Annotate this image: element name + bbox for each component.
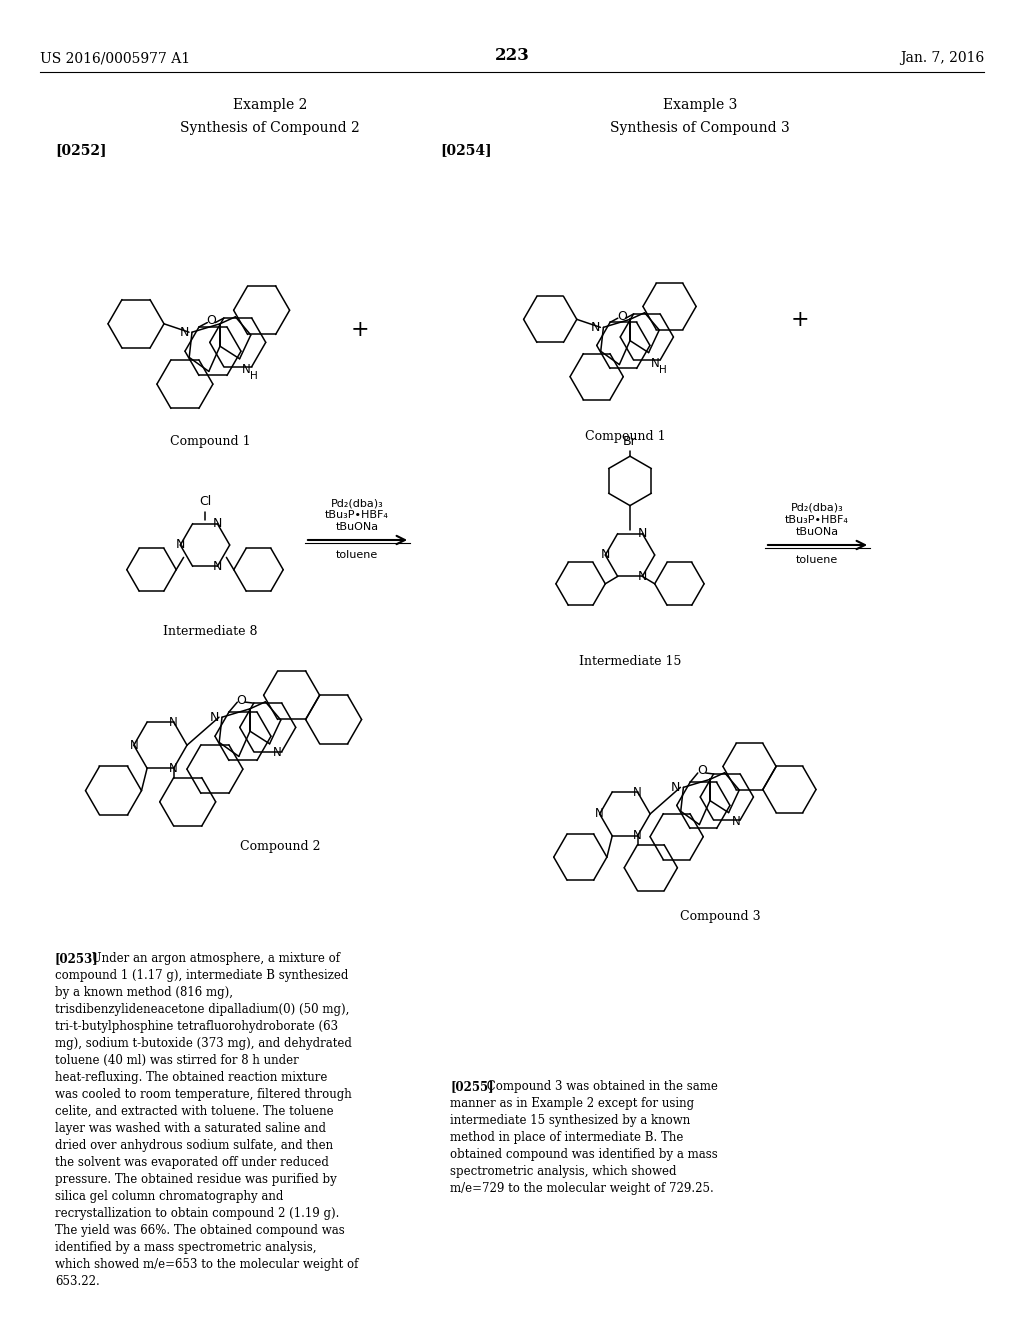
Text: Br: Br (624, 436, 637, 449)
Text: N: N (638, 570, 647, 583)
Text: which showed m/e=653 to the molecular weight of: which showed m/e=653 to the molecular we… (55, 1258, 358, 1271)
Text: N: N (595, 808, 604, 821)
Text: H: H (658, 364, 667, 375)
Text: O: O (237, 693, 247, 706)
Text: compound 1 (1.17 g), intermediate B synthesized: compound 1 (1.17 g), intermediate B synt… (55, 969, 348, 982)
Text: Compound 3: Compound 3 (680, 909, 760, 923)
Text: Compound 2: Compound 2 (240, 840, 321, 853)
Text: N: N (671, 781, 680, 793)
Text: Example 2: Example 2 (232, 98, 307, 112)
Text: Compound 1: Compound 1 (170, 436, 250, 447)
Text: was cooled to room temperature, filtered through: was cooled to room temperature, filtered… (55, 1088, 352, 1101)
Text: Intermediate 15: Intermediate 15 (579, 655, 681, 668)
Text: trisdibenzylideneacetone dipalladium(0) (50 mg),: trisdibenzylideneacetone dipalladium(0) … (55, 1003, 349, 1016)
Text: celite, and extracted with toluene. The toluene: celite, and extracted with toluene. The … (55, 1105, 334, 1118)
Text: [0253]: [0253] (55, 952, 98, 965)
Text: Synthesis of Compound 2: Synthesis of Compound 2 (180, 121, 359, 135)
Text: [0254]: [0254] (440, 143, 492, 157)
Text: [0255]: [0255] (450, 1080, 494, 1093)
Text: US 2016/0005977 A1: US 2016/0005977 A1 (40, 51, 190, 65)
Text: recrystallization to obtain compound 2 (1.19 g).: recrystallization to obtain compound 2 (… (55, 1206, 339, 1220)
Text: layer was washed with a saturated saline and: layer was washed with a saturated saline… (55, 1122, 326, 1135)
Text: heat-refluxing. The obtained reaction mixture: heat-refluxing. The obtained reaction mi… (55, 1071, 328, 1084)
Text: N: N (242, 363, 250, 376)
Text: N: N (175, 539, 185, 552)
Text: Synthesis of Compound 3: Synthesis of Compound 3 (610, 121, 790, 135)
Text: silica gel column chromatography and: silica gel column chromatography and (55, 1191, 284, 1203)
Text: N: N (272, 746, 282, 759)
Text: pressure. The obtained residue was purified by: pressure. The obtained residue was purif… (55, 1173, 337, 1185)
Text: N: N (213, 517, 222, 531)
Text: the solvent was evaporated off under reduced: the solvent was evaporated off under red… (55, 1156, 329, 1170)
Text: manner as in Example 2 except for using: manner as in Example 2 except for using (450, 1097, 694, 1110)
Text: tBu₃P•HBF₄: tBu₃P•HBF₄ (325, 510, 389, 520)
Text: Intermediate 8: Intermediate 8 (163, 624, 257, 638)
Text: +: + (791, 309, 809, 331)
Text: dried over anhydrous sodium sulfate, and then: dried over anhydrous sodium sulfate, and… (55, 1139, 333, 1152)
Text: N: N (633, 829, 642, 842)
Text: N: N (169, 715, 178, 729)
Text: identified by a mass spectrometric analysis,: identified by a mass spectrometric analy… (55, 1241, 316, 1254)
Text: The yield was 66%. The obtained compound was: The yield was 66%. The obtained compound… (55, 1224, 345, 1237)
Text: toluene: toluene (796, 554, 838, 565)
Text: N: N (129, 739, 138, 751)
Text: 223: 223 (495, 46, 529, 63)
Text: Compound 3 was obtained in the same: Compound 3 was obtained in the same (483, 1080, 718, 1093)
Text: toluene (40 ml) was stirred for 8 h under: toluene (40 ml) was stirred for 8 h unde… (55, 1053, 299, 1067)
Text: tBuONa: tBuONa (796, 527, 839, 537)
Text: N: N (731, 814, 740, 828)
Text: H: H (250, 371, 257, 380)
Text: tBu₃P•HBF₄: tBu₃P•HBF₄ (785, 515, 849, 525)
Text: Pd₂(dba)₃: Pd₂(dba)₃ (331, 498, 383, 508)
Text: N: N (169, 762, 178, 775)
Text: by a known method (816 mg),: by a known method (816 mg), (55, 986, 233, 999)
Text: O: O (697, 764, 707, 777)
Text: N: N (650, 356, 659, 370)
Text: Cl: Cl (199, 495, 211, 508)
Text: m/e=729 to the molecular weight of 729.25.: m/e=729 to the molecular weight of 729.2… (450, 1181, 714, 1195)
Text: Jan. 7, 2016: Jan. 7, 2016 (900, 51, 984, 65)
Text: Under an argon atmosphere, a mixture of: Under an argon atmosphere, a mixture of (88, 952, 340, 965)
Text: N: N (213, 560, 222, 573)
Text: 653.22.: 653.22. (55, 1275, 99, 1288)
Text: method in place of intermediate B. The: method in place of intermediate B. The (450, 1131, 683, 1144)
Text: [0252]: [0252] (55, 143, 106, 157)
Text: O: O (207, 314, 216, 327)
Text: obtained compound was identified by a mass: obtained compound was identified by a ma… (450, 1148, 718, 1162)
Text: intermediate 15 synthesized by a known: intermediate 15 synthesized by a known (450, 1114, 690, 1127)
Text: +: + (350, 319, 370, 341)
Text: N: N (179, 326, 189, 339)
Text: N: N (210, 710, 219, 723)
Text: N: N (638, 527, 647, 540)
Text: Example 3: Example 3 (663, 98, 737, 112)
Text: spectrometric analysis, which showed: spectrometric analysis, which showed (450, 1166, 677, 1177)
Text: N: N (591, 321, 600, 334)
Text: tBuONa: tBuONa (336, 521, 379, 532)
Text: N: N (601, 549, 610, 561)
Text: Compound 1: Compound 1 (585, 430, 666, 444)
Text: tri-t-butylphosphine tetrafluorohydroborate (63: tri-t-butylphosphine tetrafluorohydrobor… (55, 1020, 338, 1034)
Text: toluene: toluene (336, 550, 378, 560)
Text: Pd₂(dba)₃: Pd₂(dba)₃ (791, 503, 844, 513)
Text: O: O (616, 310, 627, 322)
Text: N: N (633, 785, 642, 799)
Text: mg), sodium t-butoxide (373 mg), and dehydrated: mg), sodium t-butoxide (373 mg), and deh… (55, 1038, 352, 1049)
